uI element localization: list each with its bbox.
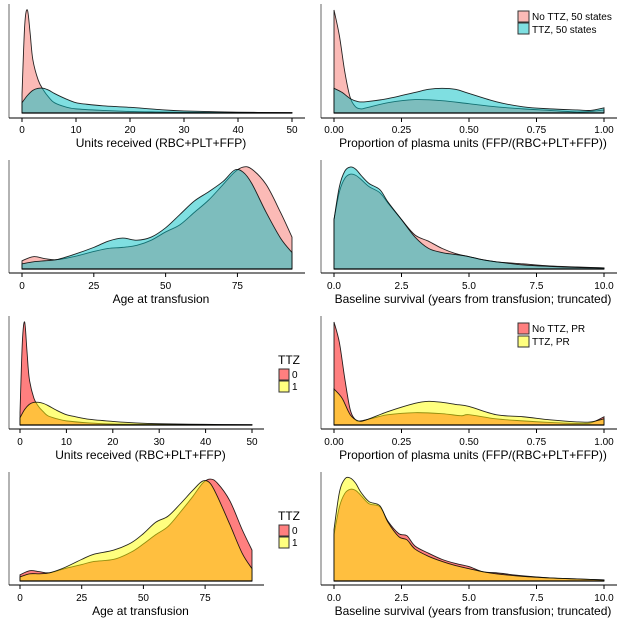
legend-title-ttz: TTZ [278, 353, 300, 367]
density-area-1 [19, 480, 253, 582]
x-tick-label: 5.0 [462, 281, 476, 292]
x-tick-label: 0.00 [324, 125, 344, 136]
density-area-ttz-50-states [21, 87, 293, 114]
x-tick-label: 10 [70, 125, 82, 136]
x-tick-label: 10.0 [594, 281, 614, 292]
density-area-ttz-50-states [333, 166, 605, 270]
x-tick-label: 25 [88, 281, 100, 292]
x-tick-label: 20 [124, 125, 136, 136]
legend-swatch-no-ttz-50 [517, 10, 530, 23]
panel-age-50states: 0 25 50 75 Age at transfusion [8, 160, 305, 306]
x-tick-label: 1.00 [594, 125, 614, 136]
x-tick-label: 7.5 [530, 593, 544, 604]
x-tick-label: 0.00 [324, 437, 344, 448]
x-tick-label: 0.0 [327, 281, 341, 292]
x-axis-title: Age at transfusion [113, 292, 210, 306]
x-tick-label: 75 [200, 593, 212, 604]
legend-label-ttz-0: 0 [292, 370, 298, 381]
x-tick-label: 0 [17, 593, 23, 604]
density-area-ttz-50-states [333, 87, 605, 114]
panel-units-pr: 0 10 20 30 40 50 Units received (RBC+PLT+FFP) [8, 316, 264, 462]
legend-swatch-ttz-50 [517, 22, 530, 35]
x-tick-label: 20 [107, 437, 119, 448]
x-tick-label: 50 [160, 281, 172, 292]
x-axis-title: Age at transfusion [92, 604, 189, 618]
panel-units-50states: 0 10 20 30 40 50 Units received (RBC+PLT+FFP) [8, 4, 305, 150]
x-axis-title: Units received (RBC+PLT+FFP) [55, 448, 226, 462]
x-tick-label: 2.5 [395, 281, 409, 292]
x-tick-label: 0.25 [392, 125, 412, 136]
x-tick-label: 10 [61, 437, 73, 448]
legend-label-ttz-1: 1 [292, 382, 298, 393]
legend-label-ttz-50: TTZ, 50 states [532, 25, 596, 36]
density-area-1 [333, 476, 605, 582]
x-tick-label: 50 [138, 593, 150, 604]
x-tick-label: 0.0 [327, 593, 341, 604]
x-tick-label: 40 [200, 437, 212, 448]
x-tick-label: 1.00 [594, 437, 614, 448]
legend-swatch-ttz-1 [278, 380, 290, 393]
x-tick-label: 0 [17, 437, 23, 448]
x-tick-label: 0.25 [392, 437, 412, 448]
x-axis-title: Baseline survival (years from transfusio… [335, 604, 612, 618]
x-tick-label: 30 [178, 125, 190, 136]
legend-label-ttz-1: 1 [292, 538, 298, 549]
x-axis-title: Proportion of plasma units (FFP/(RBC+PLT… [339, 136, 607, 150]
legend-title-ttz: TTZ [278, 509, 300, 523]
legend-label-no-ttz-50: No TTZ, 50 states [532, 12, 612, 23]
x-tick-label: 0 [19, 281, 25, 292]
legend-swatch-ttz-pr [517, 335, 530, 348]
x-tick-label: 75 [232, 281, 244, 292]
x-tick-label: 2.5 [395, 593, 409, 604]
legend-swatch-no-ttz-pr [517, 322, 530, 335]
x-tick-label: 0.50 [459, 437, 479, 448]
legend-label-ttz-pr: TTZ, PR [532, 337, 570, 348]
x-tick-label: 0 [19, 125, 25, 136]
x-tick-label: 50 [246, 437, 258, 448]
x-tick-label: 0.75 [527, 437, 547, 448]
x-tick-label: 25 [76, 593, 88, 604]
x-tick-label: 50 [286, 125, 298, 136]
legend-swatch-ttz-1 [278, 536, 290, 549]
x-tick-label: 0.75 [527, 125, 547, 136]
legend-label-no-ttz-pr: No TTZ, PR [532, 324, 585, 335]
density-area-ttz-pr [333, 387, 605, 426]
x-tick-label: 7.5 [530, 281, 544, 292]
x-tick-label: 5.0 [462, 593, 476, 604]
panel-age-pr: 0 25 50 75 Age at transfusion [8, 472, 264, 618]
x-axis-title: Proportion of plasma units (FFP/(RBC+PLT… [339, 448, 607, 462]
legend-label-ttz-0: 0 [292, 526, 298, 537]
x-tick-label: 0.50 [459, 125, 479, 136]
legend-pr: No TTZ, PR TTZ, PR [517, 322, 585, 348]
x-tick-label: 10.0 [594, 593, 614, 604]
legend-ttz-row3: TTZ 0 1 [278, 353, 300, 393]
x-axis-title: Baseline survival (years from transfusio… [335, 292, 612, 306]
x-axis-title: Units received (RBC+PLT+FFP) [76, 136, 247, 150]
legend-swatch-ttz-0 [278, 524, 290, 537]
legend-50states: No TTZ, 50 states TTZ, 50 states [517, 10, 612, 36]
legend-swatch-ttz-0 [278, 368, 290, 381]
density-area-ttz-50-states [21, 169, 293, 270]
x-tick-label: 30 [154, 437, 166, 448]
density-area-1 [19, 401, 253, 426]
legend-ttz-row4: TTZ 0 1 [278, 509, 300, 549]
x-tick-label: 40 [232, 125, 244, 136]
